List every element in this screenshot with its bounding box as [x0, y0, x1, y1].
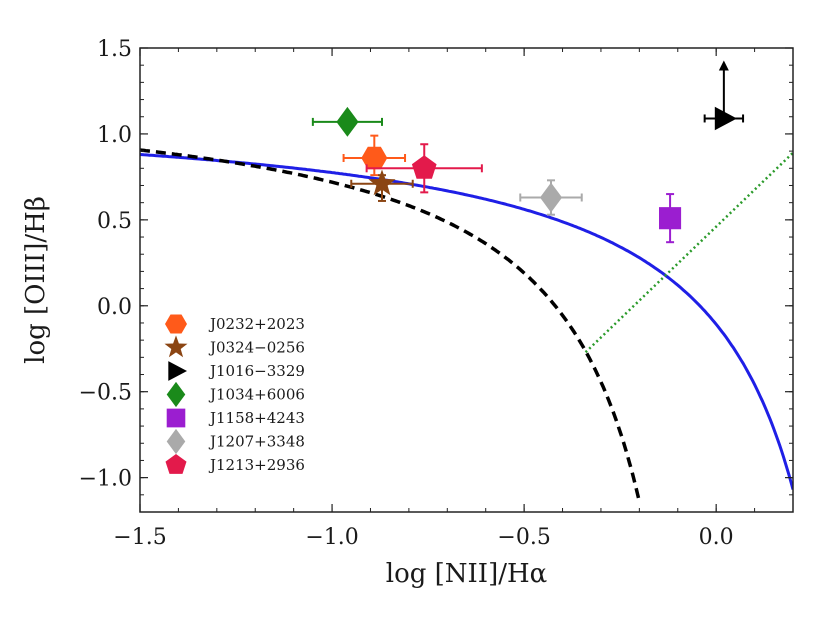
- limit-arrow-head: [718, 60, 729, 71]
- x-tick-label: −1.5: [113, 525, 166, 550]
- y-tick-label: −1.0: [79, 467, 132, 492]
- legend-marker: [164, 335, 188, 358]
- axis-ticks: −1.5 −1.0 −0.5 0.0 −1.0 −0.5 0.0 0.5 1.0 1.5: [79, 37, 794, 550]
- y-tick-label: −0.5: [79, 381, 132, 406]
- data-points: [311, 60, 745, 244]
- curve-agn-liner-line: [584, 151, 793, 354]
- marker-pentagon: [411, 155, 437, 179]
- series-J1213+2936: [365, 143, 483, 194]
- legend-marker: [166, 381, 186, 408]
- y-tick-label: 1.0: [97, 123, 132, 148]
- marker-square: [659, 207, 682, 230]
- series-J1016−3329: [703, 60, 745, 131]
- legend-label: J1158+4243: [208, 409, 305, 427]
- series-J0324−0256: [350, 169, 414, 202]
- curve-kauffmann-2003: [140, 148, 642, 503]
- x-axis-label: log [NII]/Hα: [386, 559, 547, 589]
- legend-label: J1213+2936: [208, 456, 305, 474]
- y-tick-label: 0.5: [97, 209, 132, 234]
- series-J1158+4243: [659, 193, 682, 244]
- marker-diamond: [540, 182, 563, 213]
- y-axis-label: log [OIII]/Hβ: [21, 196, 51, 364]
- legend-label: J1207+3348: [208, 433, 305, 451]
- series-J1207+3348: [519, 179, 583, 216]
- legend-label: J1034+6006: [208, 386, 305, 404]
- legend-marker: [165, 454, 187, 474]
- legend: J0232+2023 J0324−0256 J1016−3329 J1034+6006…: [164, 314, 305, 474]
- curve-kewley-2001: [140, 153, 793, 490]
- y-tick-label: 0.0: [97, 295, 132, 320]
- legend-label: J0232+2023: [208, 315, 305, 333]
- marker-star: [368, 169, 396, 196]
- y-tick-label: 1.5: [97, 37, 132, 62]
- x-tick-label: −1.0: [305, 525, 358, 550]
- legend-marker: [166, 408, 186, 428]
- plot-frame: [139, 47, 794, 513]
- legend-label: J0324−0256: [208, 339, 305, 357]
- marker-triangle-right: [714, 106, 737, 131]
- legend-marker: [166, 428, 186, 455]
- marker-diamond: [336, 106, 359, 137]
- series-J0232+2023: [342, 134, 407, 177]
- demarcation-curves: [140, 148, 793, 503]
- marker-hexagon: [361, 146, 388, 170]
- x-tick-label: 0.0: [699, 525, 734, 550]
- series-J1034+6006: [311, 106, 383, 137]
- x-tick-label: −0.5: [497, 525, 550, 550]
- legend-marker: [165, 314, 187, 334]
- legend-label: J1016−3329: [208, 362, 305, 380]
- legend-marker: [168, 361, 187, 381]
